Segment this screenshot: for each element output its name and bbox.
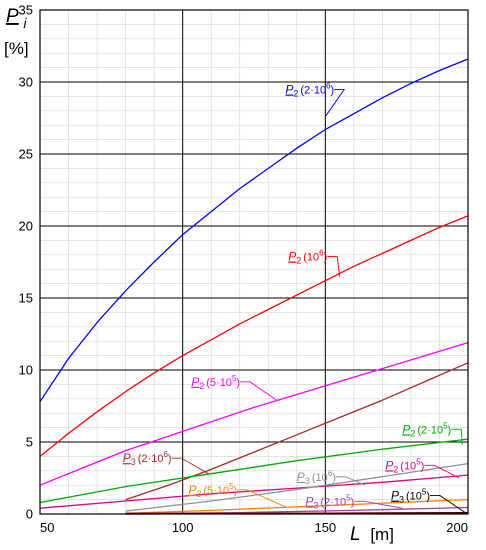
y-tick-label: 10: [19, 363, 33, 378]
y-tick-label: 30: [19, 75, 33, 90]
series-label-4: P2 (2·105): [402, 421, 451, 438]
series-label-2: P2 (5·105): [191, 374, 240, 391]
series-label-leader-6: [237, 489, 286, 508]
series-line-0: [39, 58, 469, 403]
minor-grid: [40, 10, 468, 514]
y-axis-symbol: P: [6, 6, 19, 27]
y-axis-subscript: i: [23, 15, 27, 31]
annotation-layer: P2 (2·106) P2 (106) P2 (5·105) P3 (2·106) P2 (2·1…: [123, 82, 466, 513]
series-label-8: P3 (2·105): [305, 493, 354, 510]
y-tick-label: 15: [19, 291, 33, 306]
y-tick-label: 20: [19, 219, 33, 234]
tick-label-layer: 50 100 150 200 0 5 10 15 20 25 30 35: [19, 3, 468, 536]
y-axis-unit: [%]: [4, 39, 29, 58]
series-line-2: [39, 341, 469, 486]
series-label-leader-1: [327, 256, 341, 277]
x-tick-label: 100: [172, 520, 194, 535]
series-line-4: [39, 438, 469, 504]
plot-background: [40, 10, 468, 514]
y-axis-label: P i [%]: [4, 6, 31, 58]
y-tick-label: 5: [26, 435, 33, 450]
series-label-9: P3 (105): [391, 488, 430, 505]
x-axis-symbol: L: [350, 524, 361, 545]
series-label-leader-0: [324, 89, 346, 117]
series-label-leader-4: [451, 428, 463, 445]
series-line-5: [39, 474, 469, 509]
series-label-leader-9: [430, 495, 466, 513]
y-tick-label: 0: [26, 507, 33, 522]
series-label-1: P2 (106): [288, 249, 327, 266]
series-label-leader-5: [424, 464, 460, 479]
series-label-3: P3 (2·106): [123, 450, 172, 467]
series-label-leader-8: [354, 500, 403, 509]
series-line-6: [125, 498, 469, 514]
plot-frame: [39, 9, 469, 515]
series-label-7: P3 (106): [297, 469, 336, 486]
series-line-7: [125, 462, 469, 512]
major-grid: [40, 10, 468, 514]
series-layer: [39, 58, 469, 515]
x-axis-label: L [m]: [350, 524, 394, 545]
x-axis-unit: [m]: [370, 525, 394, 544]
series-line-3: [125, 362, 469, 501]
series-label-6: P3 (5·105): [188, 482, 237, 499]
series-label-5: P2 (105): [385, 457, 424, 474]
series-label-leader-2: [240, 381, 278, 401]
series-line-1: [39, 215, 469, 457]
x-tick-label: 50: [40, 520, 54, 535]
x-tick-label: 200: [446, 520, 468, 535]
x-tick-label: 150: [314, 520, 336, 535]
y-tick-label: 35: [19, 3, 33, 18]
series-label-0: P2 (2·106): [285, 82, 334, 99]
series-label-leader-3: [171, 457, 209, 475]
y-tick-label: 25: [19, 147, 33, 162]
series-label-leader-7: [335, 476, 366, 486]
